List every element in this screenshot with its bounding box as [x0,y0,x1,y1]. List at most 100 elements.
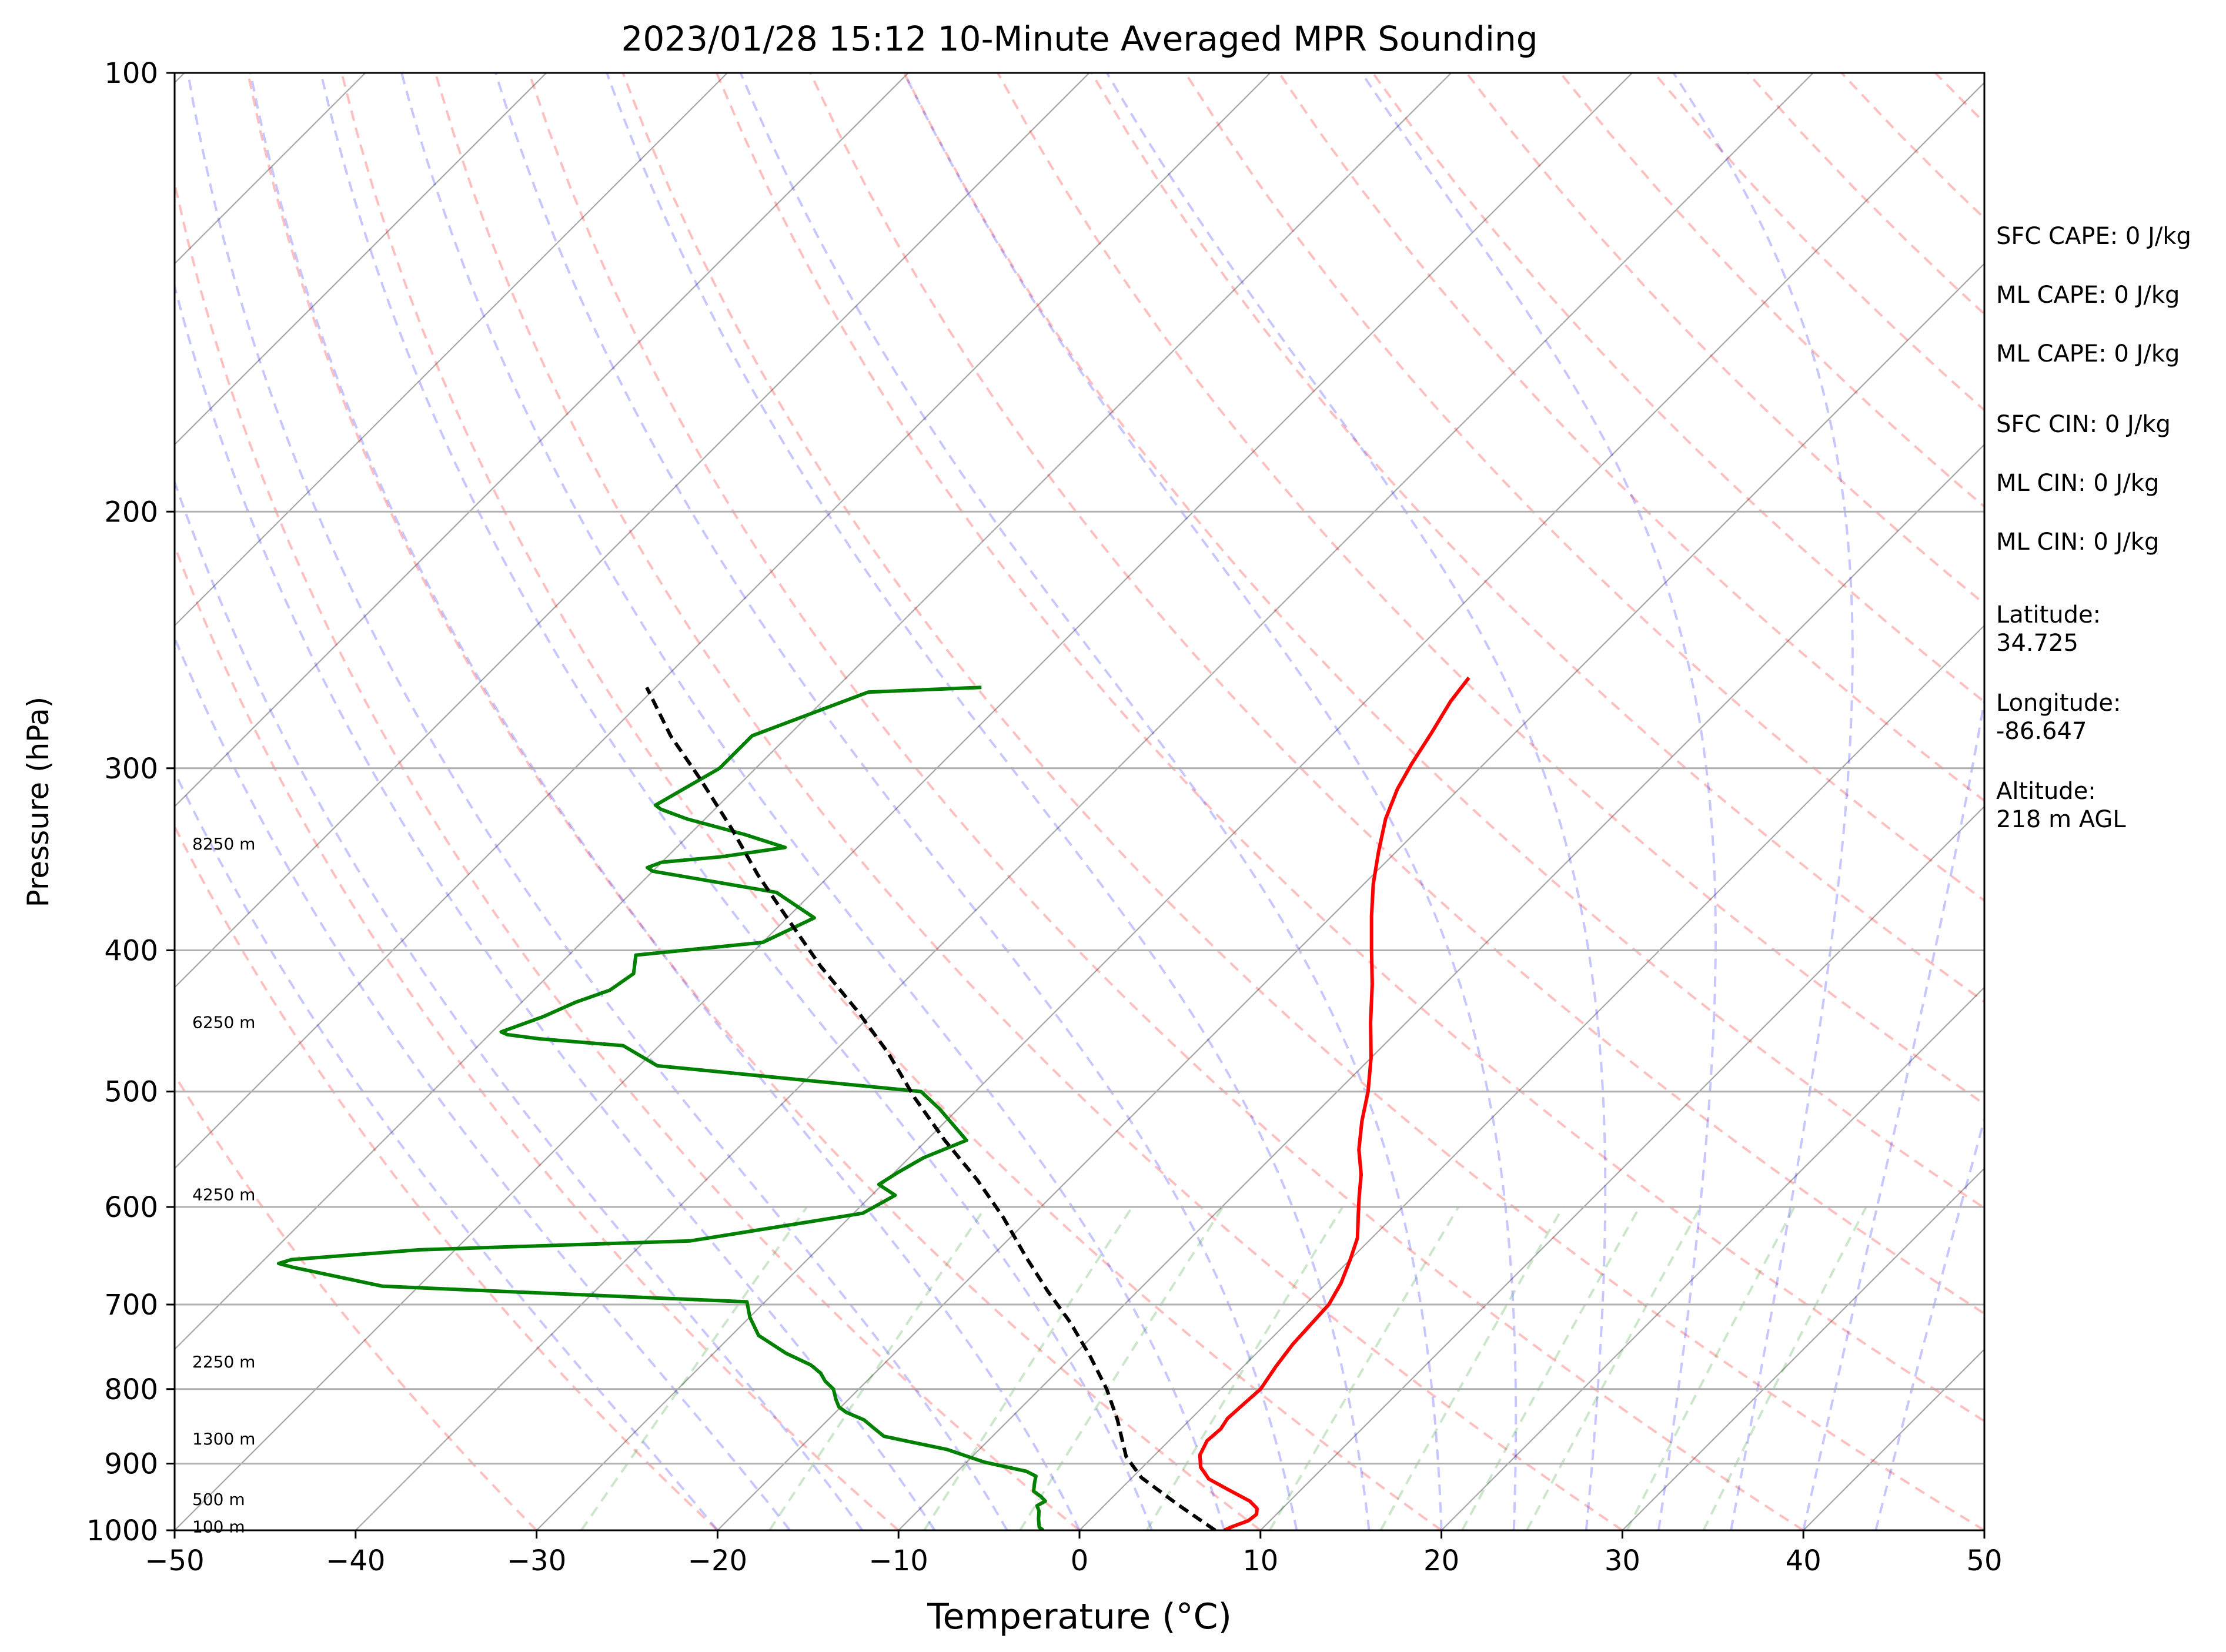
moist-adiabat-line [175,282,936,1530]
series-layer [276,676,1470,1530]
moist-adiabat-line [175,635,791,1530]
mixing-ratio-line [580,1206,808,1530]
dry-adiabat-line [246,73,1262,1530]
mixing-ratio-line [1526,1206,1702,1530]
isotherm-line [717,262,1984,1530]
mixing-ratio-line [1702,1206,1867,1530]
pressure-gridlines [175,510,1984,1465]
mixing-ratio-line [768,1206,987,1530]
annotation-8: Longitude: -86.647 [1996,690,2121,745]
x-tick-label: 0 [1071,1544,1089,1577]
dry-adiabat-line [528,73,1804,1530]
moist-adiabat-line [319,73,1153,1530]
moist-adiabat-line [494,73,1298,1530]
y-tick-label: 100 [104,57,158,90]
isotherm-line [175,73,1452,1350]
height-label: 2250 m [192,1352,255,1372]
dry-adiabat-line [809,73,1984,1315]
chart-title: 2023/01/28 15:12 10-Minute Averaged MPR … [621,19,1538,59]
isotherm-line [355,73,1814,1530]
annotation-5: ML CIN: 0 J/kg [1996,470,2160,497]
moist-adiabat-line [249,73,1081,1530]
x-axis-ticks: −50 −40 −30 −20 −10 0 10 20 30 40 50 [145,1530,2003,1577]
mixing-ratio-line [1019,1206,1224,1530]
y-axis-label: Pressure (hPa) [21,697,55,908]
isotherm-line [175,73,1090,989]
moist-adiabat-line [606,73,1371,1530]
series-line-1 [1198,676,1470,1530]
moist-adiabat-line [739,73,1443,1530]
x-tick-label: −30 [507,1544,566,1577]
x-tick-label: 30 [1605,1544,1640,1577]
annotation-3: ML CAPE: 0 J/kg [1996,340,2180,367]
moist-adiabat-line [186,73,1008,1530]
dry-adiabat-line [434,73,1623,1530]
y-tick-label: 800 [104,1373,158,1406]
isotherm-line [898,443,1984,1530]
isotherm-line [536,82,1984,1530]
height-labels: 100 m 500 m 1300 m 2250 m 4250 m 6250 m 8250 m [192,834,255,1536]
annotation-4: SFC CIN: 0 J/kg [1996,411,2171,438]
moist-adiabat-line [1874,1115,1984,1530]
x-axis-label: Temperature (°C) [927,1596,1232,1637]
y-tick-label: 900 [104,1448,158,1481]
dry-adiabat-line [340,73,1442,1530]
y-tick-label: 700 [104,1289,158,1322]
height-label: 500 m [192,1490,245,1509]
height-label: 6250 m [192,1013,255,1032]
y-tick-label: 1000 [86,1514,158,1547]
dry-adiabat-line [175,177,1081,1530]
isotherm-line [175,73,909,808]
mixing-ratio-line [923,1206,1134,1530]
height-label: 4250 m [192,1185,255,1204]
isotherm-line [0,73,4,1530]
annotation-6: ML CIN: 0 J/kg [1996,529,2160,556]
moist-adiabat-line [1672,73,1854,1530]
dry-adiabat-line [1184,73,1984,902]
isotherm-line [1079,624,1984,1530]
moist-adiabat-line [400,73,1226,1530]
height-label: 1300 m [192,1429,255,1449]
x-tick-label: −40 [326,1544,385,1577]
dry-adiabat-line [175,543,900,1530]
y-tick-label: 600 [104,1191,158,1224]
x-tick-label: −10 [869,1544,928,1577]
series-line-2 [276,685,1047,1530]
annotation-1: SFC CAPE: 0 J/kg [1996,223,2191,250]
x-tick-label: 40 [1786,1544,1821,1577]
mixing-ratio-line [1626,1206,1796,1530]
isotherm-line [175,73,1633,1530]
dry-adiabat-line [621,73,1984,1530]
moist-adiabat-line [1105,73,1607,1530]
isotherm-line [1260,805,1984,1530]
y-tick-label: 500 [104,1076,158,1109]
annotation-7: Latitude: 34.725 [1996,601,2101,657]
dry-adiabat-line [903,73,1984,1210]
y-tick-label: 200 [104,496,158,529]
series-line-3 [645,686,1216,1530]
dry-adiabat-line [715,73,1984,1423]
dry-adiabat-line [1278,73,1984,802]
dry-adiabat-line [175,824,718,1530]
annotation-9: Altitude: 218 m AGL [1996,778,2126,833]
background-lines [0,73,1984,1530]
x-tick-label: 10 [1242,1544,1278,1577]
isotherm-line [1440,986,1984,1530]
isotherm-line [175,73,1271,1169]
x-tick-label: −20 [688,1544,747,1577]
isotherm-line [175,73,547,446]
moist-adiabat-line [903,73,1518,1530]
height-label: 100 m [192,1517,245,1537]
plot-frame [173,72,1986,1531]
y-axis-ticks: 100 200 300 400 500 600 700 800 900 1000 [86,57,175,1547]
height-label: 8250 m [192,834,255,854]
moist-adiabat-line [1802,694,1984,1530]
dry-adiabat-line [1372,73,1984,704]
isotherm-line [175,73,728,627]
mixing-ratio-line [1145,1206,1344,1530]
dry-adiabat-line [175,1073,538,1530]
x-tick-label: 50 [1966,1544,2002,1577]
y-tick-label: 300 [104,753,158,785]
moist-adiabat-line [175,479,864,1530]
